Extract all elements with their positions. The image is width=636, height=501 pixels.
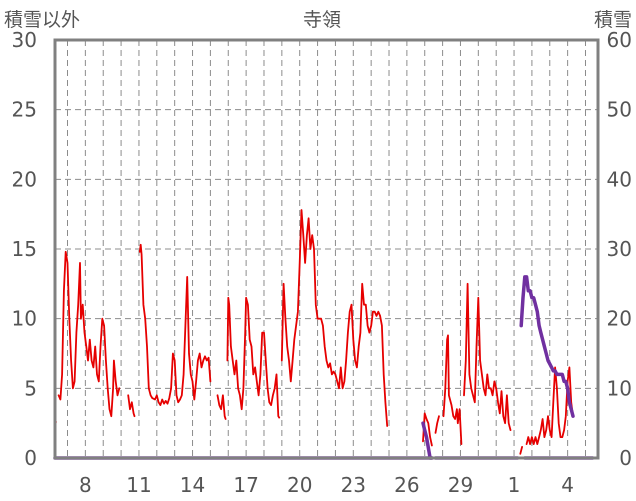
right-axis-title: 積雪	[594, 9, 632, 31]
left-tick-label: 0	[24, 446, 37, 470]
right-tick-label: 10	[607, 376, 632, 400]
chart-title: 寺領	[303, 9, 341, 31]
other-measure-line	[280, 209, 389, 427]
right-tick-label: 30	[607, 237, 632, 261]
snow-depth-line	[519, 275, 575, 418]
other-measure-line	[226, 296, 281, 419]
grid	[55, 40, 598, 458]
right-tick-label: 60	[607, 28, 632, 52]
right-tick-label: 20	[607, 307, 632, 331]
other-measure-line	[138, 243, 212, 407]
left-tick-label: 30	[12, 28, 37, 52]
x-tick-label: 1	[508, 473, 521, 497]
right-tick-label: 40	[607, 167, 632, 191]
right-tick-label: 0	[619, 446, 632, 470]
x-tick-label: 26	[394, 473, 419, 497]
series-lines	[53, 209, 595, 460]
other-measure-line	[127, 394, 136, 418]
other-measure-line	[216, 394, 227, 420]
x-tick-label: 20	[287, 473, 312, 497]
x-tick-label: 11	[126, 473, 151, 497]
x-tick-label: 4	[561, 473, 574, 497]
other-measure-line	[57, 250, 121, 418]
x-tick-label: 23	[341, 473, 366, 497]
other-measure-line	[525, 366, 574, 446]
x-tick-label: 8	[79, 473, 92, 497]
other-measure-line	[442, 334, 463, 446]
other-measure-line	[463, 282, 512, 432]
x-tick-label: 17	[233, 473, 258, 497]
left-tick-label: 20	[12, 167, 37, 191]
left-tick-label: 15	[12, 237, 37, 261]
x-tick-label: 14	[180, 473, 205, 497]
x-tick-label: 29	[448, 473, 473, 497]
left-tick-label: 5	[24, 376, 37, 400]
left-tick-label: 10	[12, 307, 37, 331]
plot-area-border	[53, 38, 600, 460]
left-tick-label: 25	[12, 98, 37, 122]
other-measure-line	[434, 415, 440, 434]
other-measure-line	[519, 445, 523, 455]
left-axis-title: 積雪以外	[4, 9, 80, 31]
other-measure-line	[422, 412, 433, 447]
right-tick-label: 50	[607, 98, 632, 122]
